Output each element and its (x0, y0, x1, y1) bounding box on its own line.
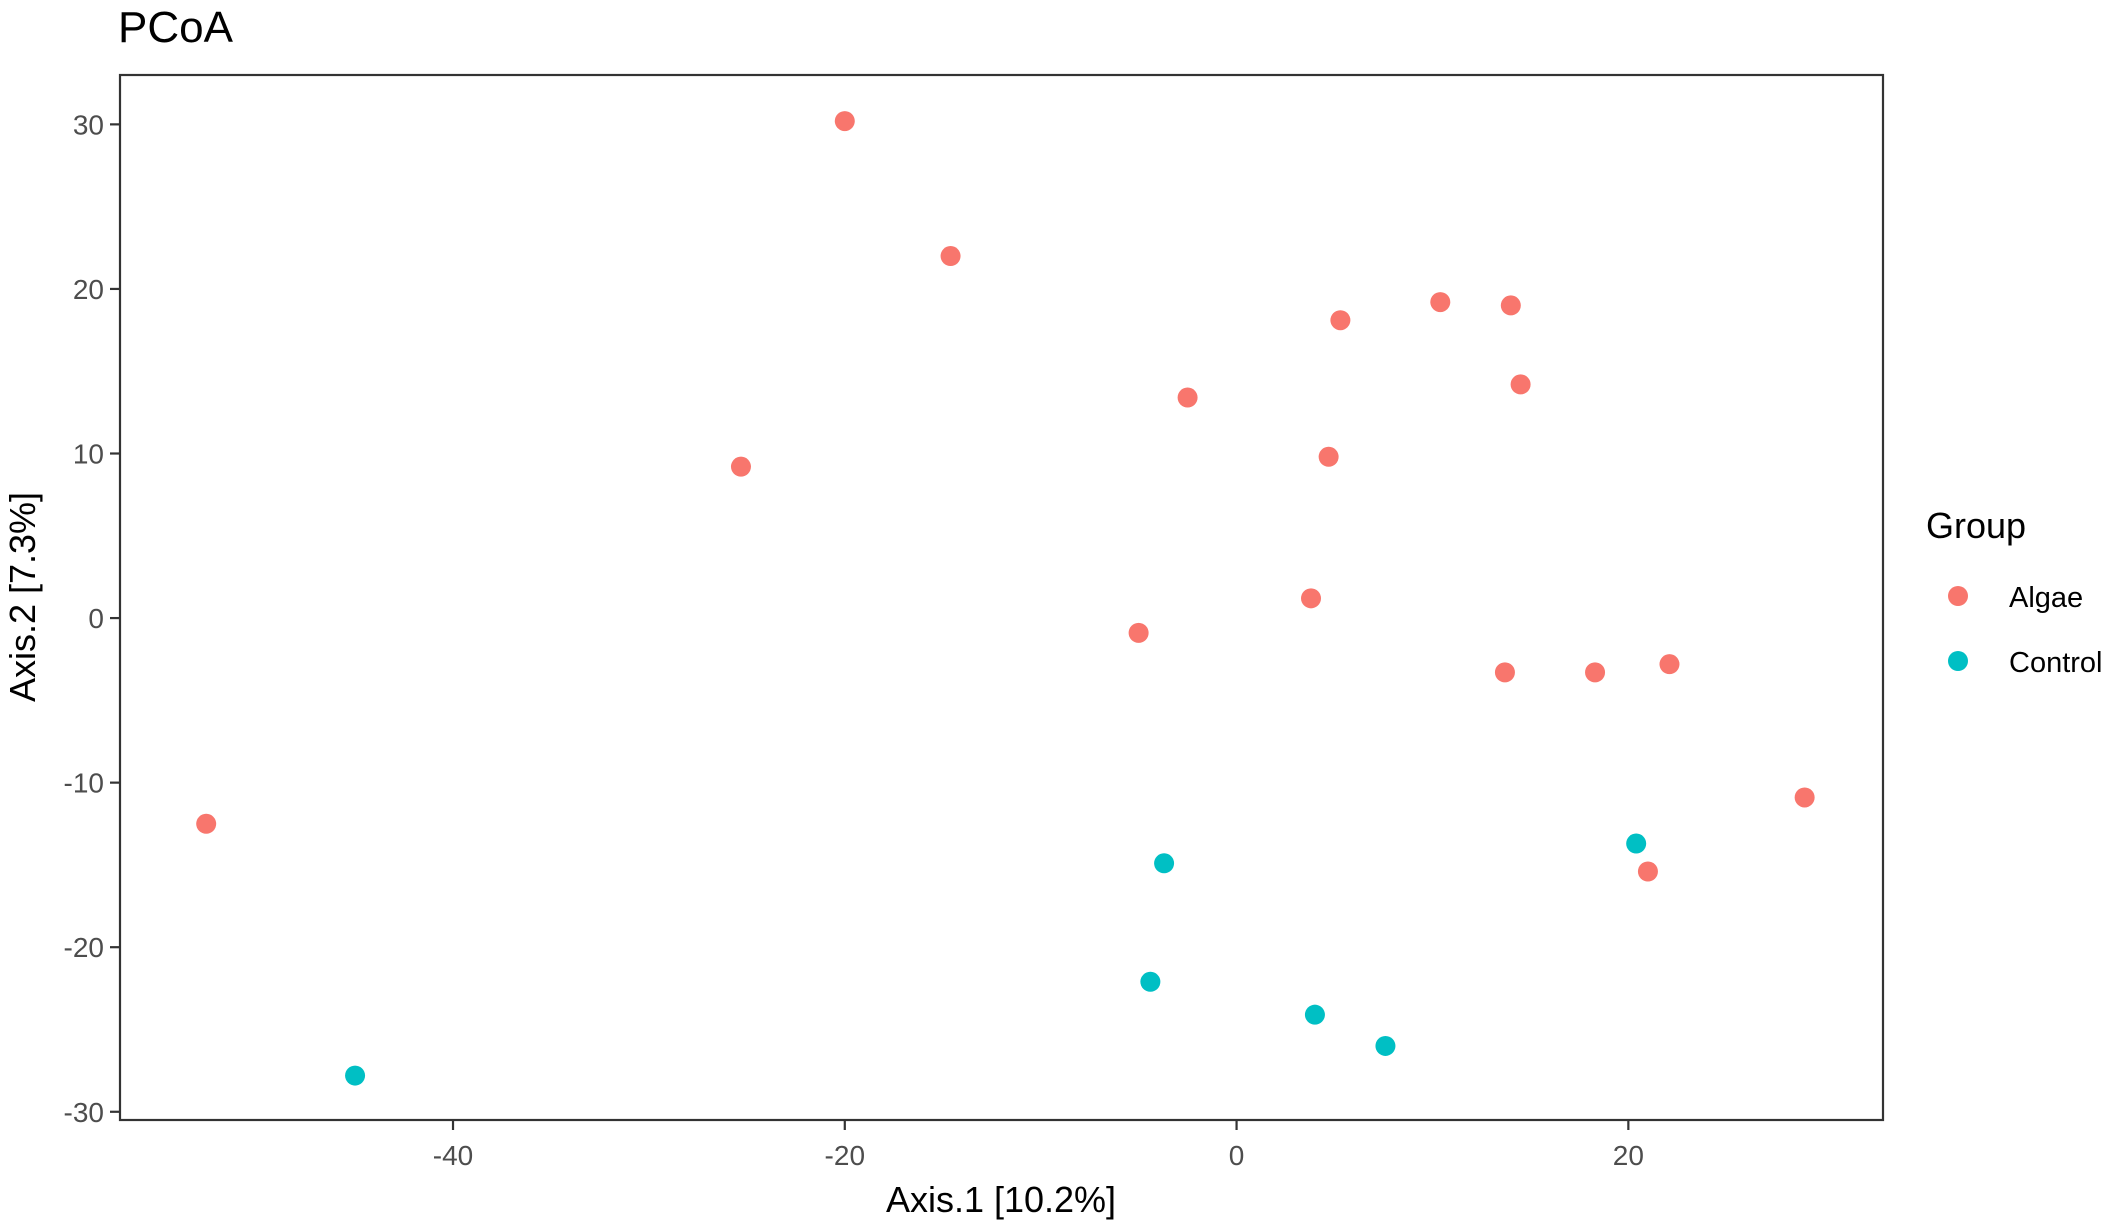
y-tick-label: -10 (64, 768, 104, 799)
y-tick-label: 10 (73, 439, 104, 470)
x-tick-label: 20 (1613, 1140, 1644, 1171)
x-tick-label: 0 (1229, 1140, 1245, 1171)
algae-point-0 (834, 111, 855, 132)
y-tick-label: 0 (88, 603, 104, 634)
algae-point-5 (1128, 622, 1149, 643)
algae-point-12 (1494, 662, 1515, 683)
algae-point-11 (1510, 374, 1531, 395)
x-tick-label: -40 (433, 1140, 473, 1171)
algae-point-14 (1659, 654, 1680, 675)
legend-key-algae (1948, 586, 1968, 606)
algae-point-15 (1794, 787, 1815, 808)
x-tick-label: -20 (825, 1140, 865, 1171)
x-axis-title: Axis.1 [10.2%] (886, 1179, 1116, 1220)
algae-point-9 (1430, 292, 1451, 313)
x-axis: -40 -20 0 20 (433, 1120, 1644, 1171)
y-tick-label: -30 (64, 1097, 104, 1128)
control-point-1 (1154, 853, 1175, 874)
data-points (196, 111, 1815, 1086)
algae-point-1 (940, 246, 961, 267)
algae-point-6 (1301, 588, 1322, 609)
control-point-2 (1140, 971, 1161, 992)
algae-point-16 (1637, 861, 1658, 882)
legend-label-control: Control (2009, 647, 2103, 679)
y-tick-label: 30 (73, 109, 104, 140)
algae-point-4 (1177, 387, 1198, 408)
y-tick-label: -20 (64, 932, 104, 963)
plot-panel (118, 73, 1885, 1122)
control-point-3 (1304, 1004, 1325, 1025)
control-point-0 (345, 1065, 366, 1086)
control-point-4 (1375, 1035, 1396, 1056)
algae-point-13 (1585, 662, 1606, 683)
algae-point-8 (1330, 310, 1351, 331)
algae-point-7 (1318, 446, 1339, 467)
algae-point-2 (730, 456, 751, 477)
legend: Group Algae Control (1926, 505, 2103, 679)
legend-key-control (1948, 651, 1968, 671)
algae-point-10 (1500, 295, 1521, 316)
y-axis-title: Axis.2 [7.3%] (2, 492, 43, 702)
y-tick-label: 20 (73, 274, 104, 305)
legend-title: Group (1926, 505, 2026, 546)
legend-label-algae: Algae (2009, 582, 2083, 614)
chart-title: PCoA (118, 3, 234, 52)
y-axis: -30 -20 -10 0 10 20 30 (64, 109, 120, 1128)
control-point-5 (1626, 833, 1647, 854)
algae-point-3 (196, 813, 217, 834)
